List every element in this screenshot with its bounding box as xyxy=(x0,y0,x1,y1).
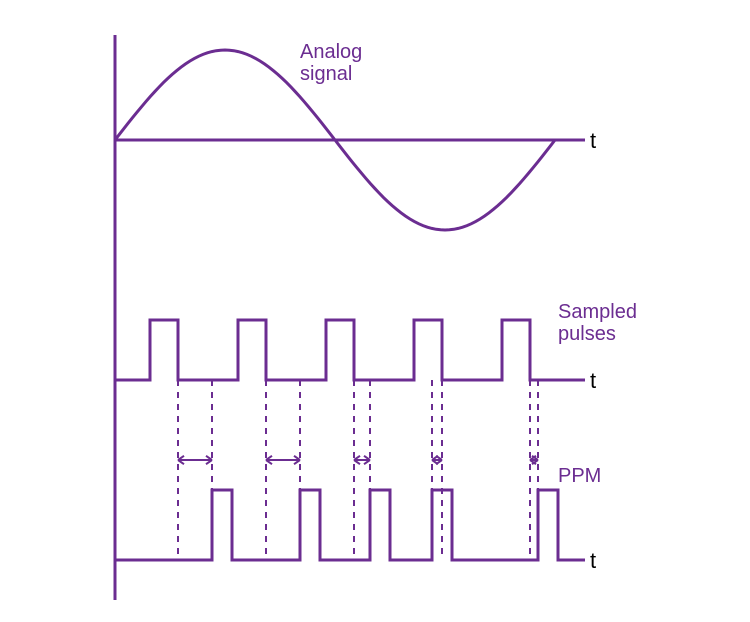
sampled-t-label: t xyxy=(590,368,596,393)
sampled-pulse-train xyxy=(115,320,585,380)
analog-label-line2: signal xyxy=(300,63,352,85)
sampled-label-line2: pulses xyxy=(558,323,616,345)
sampled-label-line1: Sampled xyxy=(558,301,637,323)
ppm-label: PPM xyxy=(558,465,601,487)
analog-label-line1: Analog xyxy=(300,41,362,63)
analog-t-label: t xyxy=(590,128,596,153)
ppm-t-label: t xyxy=(590,548,596,573)
ppm-pulse-train xyxy=(115,490,585,560)
